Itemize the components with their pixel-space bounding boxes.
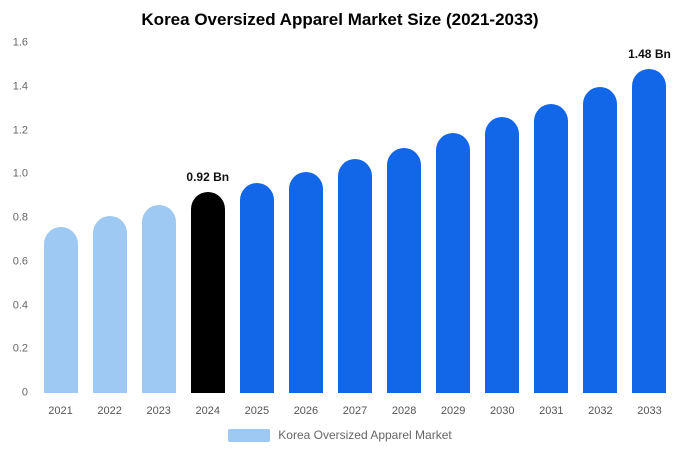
x-axis-label-2022: 2022 <box>97 405 122 417</box>
y-tick-label: 1.0 <box>12 167 28 180</box>
y-tick-label: 0 <box>21 386 28 399</box>
y-tick-label: 0.6 <box>12 255 28 268</box>
x-axis-label-2028: 2028 <box>391 405 417 417</box>
bar-slot-2028: 2028 <box>380 43 429 417</box>
y-tick-label: 0.8 <box>12 211 28 224</box>
x-axis-label-2024: 2024 <box>195 405 221 417</box>
legend: Korea Oversized Apparel Market <box>0 428 680 442</box>
bar-slot-2030: 2030 <box>478 43 527 417</box>
bar-slot-2021: 2021 <box>36 43 85 417</box>
x-axis-label-2030: 2030 <box>490 405 515 417</box>
bar-2026 <box>288 172 323 393</box>
y-tick-label: 1.4 <box>12 80 28 93</box>
bar-slot-2023: 2023 <box>134 43 183 417</box>
x-axis-label-2025: 2025 <box>244 405 270 417</box>
x-axis-label-2027: 2027 <box>342 405 368 417</box>
bar-slot-2033: 2033 1.48 Bn <box>625 43 674 417</box>
bar-2021 <box>43 226 78 393</box>
legend-label: Korea Oversized Apparel Market <box>278 428 452 442</box>
x-axis-label-2033: 2033 <box>637 405 662 417</box>
bar-slot-2026: 2026 <box>281 43 330 417</box>
value-label-2024: 0.92 Bn <box>186 169 230 184</box>
bar-2022 <box>92 215 127 393</box>
y-tick-label: 1.2 <box>12 124 28 136</box>
bar-2032 <box>583 86 618 393</box>
x-axis-label-2032: 2032 <box>588 405 613 417</box>
bar-slot-2027: 2027 <box>330 43 379 417</box>
bar-slot-2024: 2024 0.92 Bn <box>183 43 232 417</box>
x-axis-label-2029: 2029 <box>440 405 466 417</box>
bar-2027 <box>338 158 372 393</box>
x-axis-label-2023: 2023 <box>146 405 171 417</box>
bar-slot-2032: 2032 <box>576 43 625 417</box>
chart-title: Korea Oversized Apparel Market Size (202… <box>141 10 539 29</box>
bar-2028 <box>387 148 422 393</box>
bar-slot-2022: 2022 <box>85 43 134 417</box>
y-tick-label: 0.4 <box>12 299 28 311</box>
bar-slot-2031: 2031 <box>527 43 576 417</box>
legend-swatch <box>228 428 271 442</box>
x-axis-label-2021: 2021 <box>48 405 73 417</box>
y-axis: 0 0.2 0.4 0.6 0.8 1.0 1.2 1.4 1.6 <box>0 37 28 398</box>
y-tick-label: 1.6 <box>12 36 28 49</box>
bar-2031 <box>534 104 569 393</box>
x-axis-label-2026: 2026 <box>293 405 319 417</box>
y-tick-label: 0.2 <box>12 342 28 355</box>
bar-2033 <box>632 69 667 393</box>
bar-slot-2029: 2029 <box>429 43 478 417</box>
bar-2023 <box>141 204 176 393</box>
bar-2025 <box>239 183 274 393</box>
value-label-2033: 1.48 Bn <box>628 47 671 62</box>
x-axis-label-2031: 2031 <box>539 405 564 417</box>
bar-slot-2025: 2025 <box>232 43 281 417</box>
bar-2029 <box>436 132 471 393</box>
plot-area: 2021 2022 2023 2024 0.92 Bn 2025 2026 2027 2028 2… <box>36 43 674 417</box>
bar-2024 <box>190 191 225 393</box>
bar-2030 <box>485 117 520 393</box>
